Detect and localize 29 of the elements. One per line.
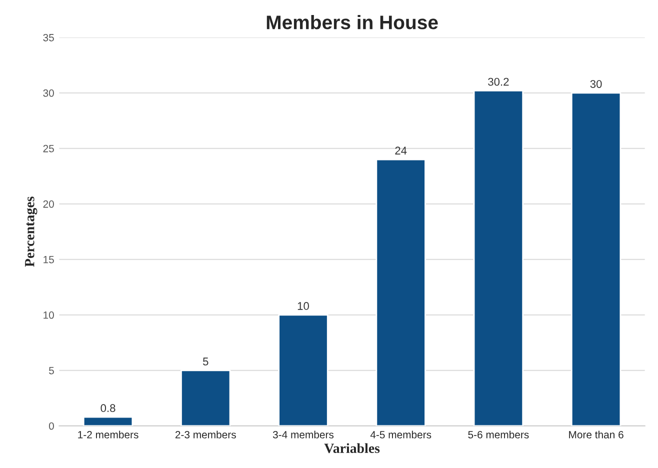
data-label: 30.2 <box>488 78 509 86</box>
x-tick-label: 2-3 members <box>175 430 236 438</box>
x-tick-label: More than 6 <box>569 430 624 438</box>
bar <box>376 158 426 426</box>
bar <box>473 90 524 426</box>
y-tick-label: 10 <box>44 311 54 319</box>
y-tick-label: 30 <box>43 89 54 97</box>
y-axis-title: Percentages <box>25 196 38 267</box>
x-tick-label: 1-2 members <box>78 430 138 438</box>
y-tick-label: 20 <box>43 200 54 208</box>
y-tick-label: 35 <box>43 34 54 42</box>
x-tick-label: 5-6 members <box>468 430 529 438</box>
bar <box>570 92 622 426</box>
x-tick-label: 4-5 members <box>370 430 432 438</box>
x-axis-title: Variables <box>324 443 380 454</box>
bar <box>82 416 134 426</box>
y-tick-label: 25 <box>43 144 54 152</box>
data-label: 30 <box>590 80 602 88</box>
data-label: 5 <box>202 358 208 366</box>
y-tick-label: 5 <box>48 366 54 374</box>
chart-title: Members in House <box>266 15 438 30</box>
y-tick-label: 0 <box>48 422 54 430</box>
bar <box>278 314 328 426</box>
x-tick-label: 3-4 members <box>272 430 334 438</box>
data-label: 0.8 <box>100 404 116 412</box>
data-label: 10 <box>298 302 309 310</box>
y-tick-label: 15 <box>44 256 54 264</box>
data-label: 24 <box>395 146 407 154</box>
bar <box>180 370 231 426</box>
